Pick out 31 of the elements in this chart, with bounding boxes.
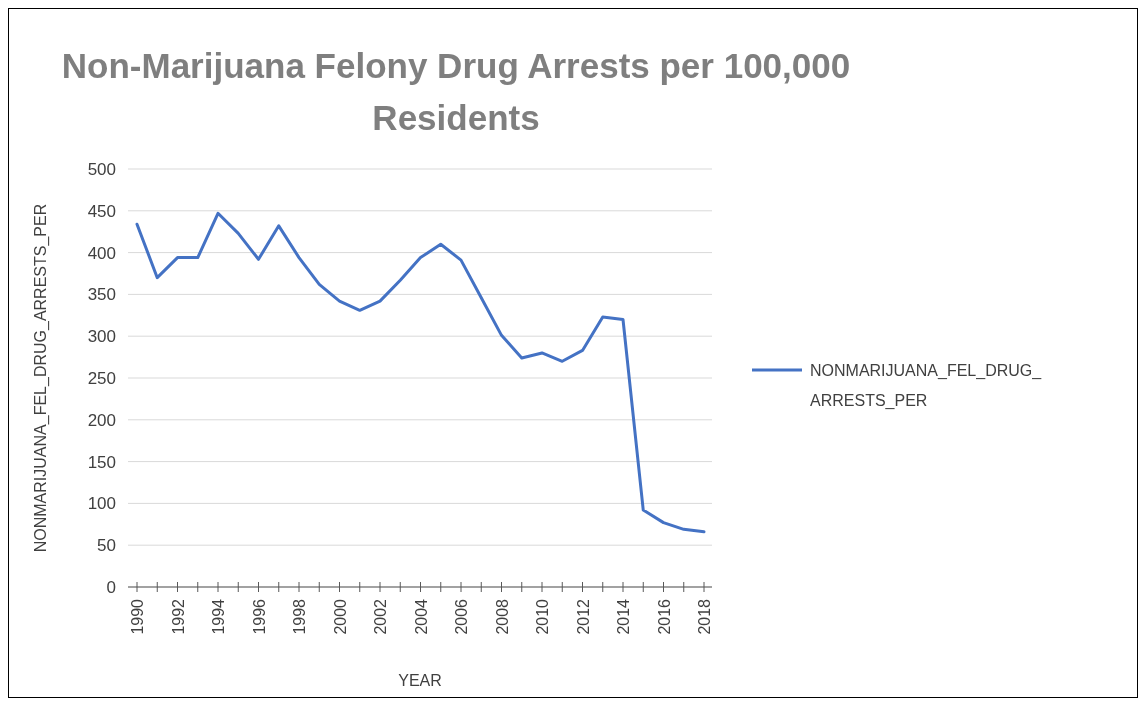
- x-tick-label: 2016: [655, 598, 673, 635]
- x-tick-label: 1994: [210, 598, 227, 635]
- y-tick-label: 200: [87, 410, 116, 430]
- x-tick-label: 2010: [534, 598, 551, 635]
- x-tick-label: 1998: [291, 598, 308, 635]
- x-tick-label: 1992: [169, 598, 187, 635]
- y-tick-label: 450: [87, 201, 116, 221]
- x-tick-label: 2006: [453, 598, 470, 635]
- x-tick-label: 1990: [129, 598, 146, 635]
- y-axis-title: NONMARIJUANA_FEL_DRUG_ARRESTS_PER: [32, 203, 50, 553]
- x-tick-label: 2018: [696, 598, 713, 635]
- x-tick-label: 2002: [372, 598, 389, 635]
- y-tick-label: 400: [87, 243, 116, 263]
- x-tick-label: 2008: [493, 598, 511, 635]
- line-series: [135, 211, 706, 534]
- x-axis-title: YEAR: [398, 672, 442, 689]
- y-tick-label: 350: [87, 285, 116, 305]
- y-tick-label: 150: [87, 452, 116, 472]
- y-tick-label: 300: [87, 327, 116, 347]
- y-tick-label: 0: [106, 577, 116, 597]
- y-tick-label: 100: [87, 494, 116, 514]
- x-tick-label: 2000: [331, 598, 349, 635]
- y-tick-label: 500: [87, 159, 116, 179]
- x-tick-label: 2012: [574, 598, 592, 635]
- x-tick-label: 2004: [412, 598, 430, 635]
- y-tick-label: 250: [87, 368, 116, 388]
- x-tick-label: 2014: [615, 598, 632, 635]
- legend-label: NONMARIJUANA_FEL_DRUG_ARRESTS_PER: [810, 361, 1043, 410]
- y-tick-label: 50: [97, 536, 116, 556]
- x-tick-label: 1996: [250, 598, 268, 635]
- chart-title: Non-Marijuana Felony Drug Arrests per 100,000 Residents: [61, 46, 851, 137]
